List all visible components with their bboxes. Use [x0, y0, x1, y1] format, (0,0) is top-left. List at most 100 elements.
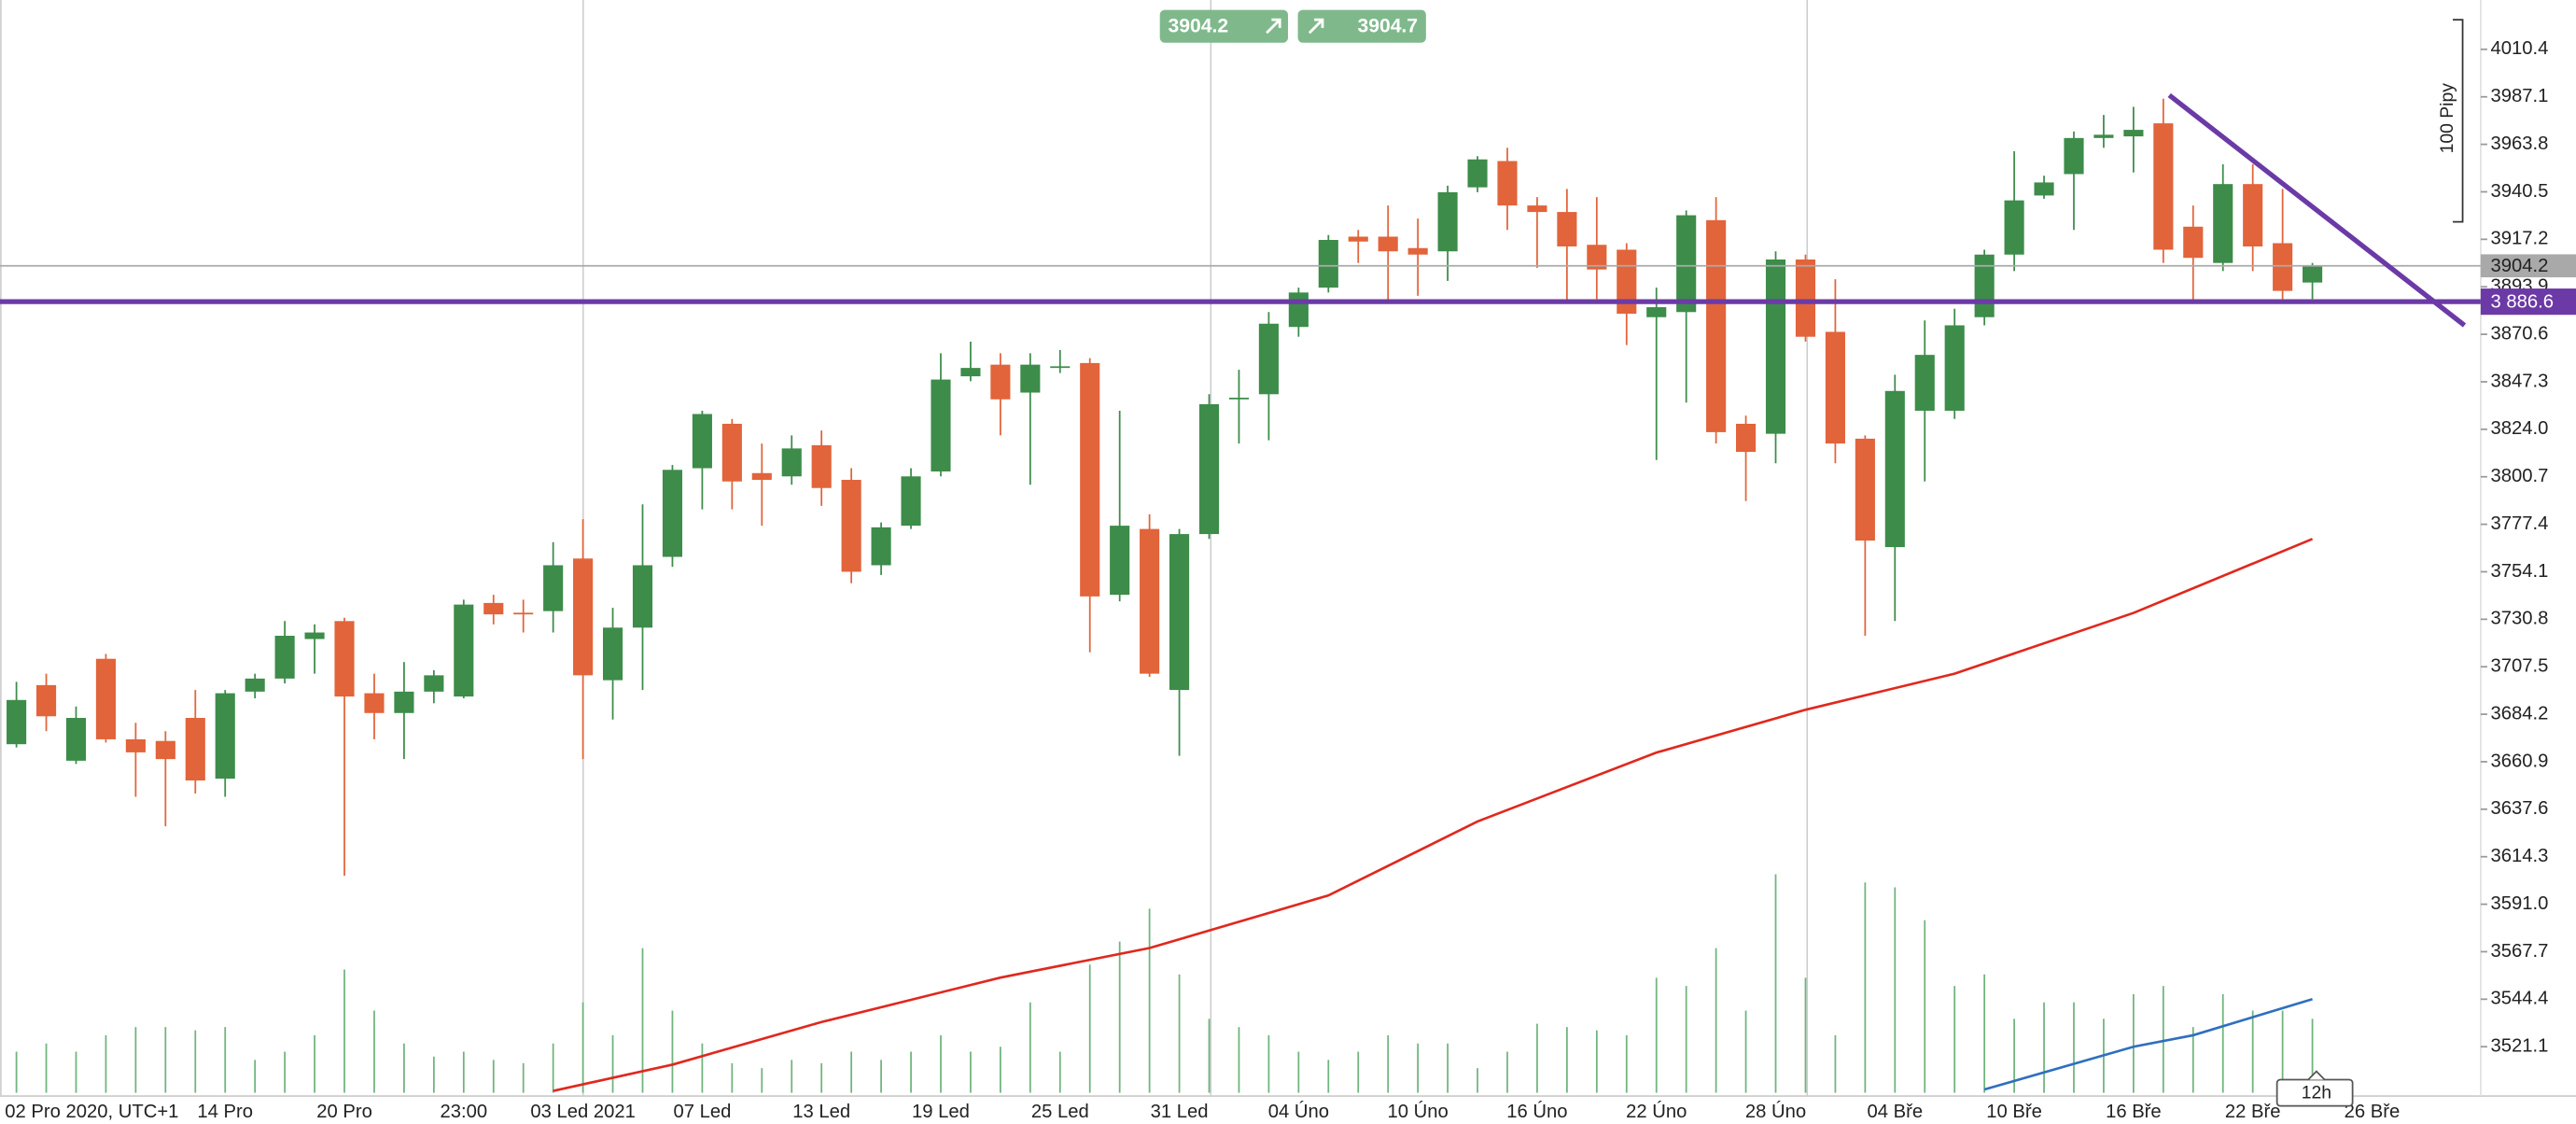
candle-body — [2243, 184, 2263, 246]
x-tick-label: 04 Bře — [1867, 1102, 1923, 1122]
candle-body — [454, 604, 474, 697]
candle-body — [1765, 259, 1786, 434]
candle-body — [1198, 403, 1220, 535]
y-tick-label: 3847.3 — [2490, 371, 2548, 391]
candle-body — [1318, 239, 1338, 288]
buy-button[interactable]: 3904.7 — [1297, 9, 1426, 43]
y-tick-label: 3730.8 — [2490, 609, 2548, 629]
range-label: 100 Pipy — [2437, 83, 2457, 154]
candle-body — [2183, 226, 2204, 259]
buy-button-bg[interactable] — [1297, 9, 1426, 43]
candle-body — [931, 379, 951, 472]
x-tick-label: 26 Bře — [2345, 1102, 2401, 1122]
sell-price[interactable]: 3904.2 — [1169, 16, 1229, 37]
candle-body — [1646, 307, 1667, 317]
candle-body — [781, 448, 802, 477]
sell-arrow-icon[interactable] — [1266, 18, 1281, 35]
candle-body — [692, 414, 712, 469]
candle-body — [274, 636, 295, 679]
candle-body — [2093, 134, 2114, 138]
y-tick-label: 3824.0 — [2490, 418, 2548, 439]
x-tick-label: 22 Bře — [2225, 1102, 2281, 1122]
candle-body — [543, 565, 564, 611]
timeframe-tag[interactable]: 12h — [2275, 1070, 2354, 1107]
x-tick-label: 13 Led — [792, 1102, 850, 1122]
y-tick-label: 3544.4 — [2490, 989, 2548, 1009]
sell-button[interactable]: 3904.2 — [1159, 9, 1288, 43]
y-tick-label: 4010.4 — [2490, 38, 2548, 59]
candle-body — [573, 558, 594, 676]
candle-body — [1676, 215, 1697, 313]
candle-body — [1228, 397, 1250, 400]
last-price-label: 3904.2 — [2490, 256, 2548, 276]
plot: 4010.43987.13963.83940.53917.23893.93870… — [0, 38, 2576, 1122]
candle-body — [1378, 236, 1398, 252]
timeframe-label[interactable]: 12h — [2302, 1083, 2331, 1103]
y-tick-label: 3707.5 — [2490, 656, 2548, 677]
y-tick-label: 3963.8 — [2490, 133, 2548, 154]
candle-body — [1467, 159, 1488, 188]
x-tick-label: 16 Úno — [1506, 1101, 1567, 1122]
candle-body — [1140, 528, 1160, 674]
candle-body — [65, 718, 87, 761]
candle-body — [1407, 247, 1428, 255]
x-tick-label: 25 Led — [1031, 1102, 1089, 1122]
last-price-box — [2480, 254, 2576, 278]
candle-body — [662, 470, 683, 557]
x-tick-label: 28 Úno — [1745, 1101, 1806, 1122]
candle-body — [602, 627, 623, 681]
x-tick-label: 04 Úno — [1268, 1101, 1329, 1122]
y-tick-label: 3754.1 — [2490, 561, 2548, 582]
y-tick-label: 3684.2 — [2490, 703, 2548, 724]
candle-body — [1020, 364, 1041, 393]
candle-body — [632, 565, 653, 628]
buy-price[interactable]: 3904.7 — [1357, 16, 1418, 37]
candle-body — [1736, 423, 1757, 453]
candle-body — [35, 684, 57, 717]
sell-button-bg[interactable] — [1159, 9, 1288, 43]
x-tick-label: 10 Úno — [1388, 1101, 1449, 1122]
candle-body — [1587, 245, 1607, 270]
candle-body — [2213, 184, 2233, 263]
moving-average-line — [553, 538, 2314, 1092]
trend-line — [2167, 92, 2467, 328]
y-tick-label: 3660.9 — [2490, 751, 2548, 771]
candle-body — [215, 693, 235, 780]
x-tick-label: 23:00 — [440, 1102, 487, 1122]
candle-body — [1855, 438, 1875, 541]
candle-body — [721, 423, 742, 482]
volume-average-line — [1983, 997, 2313, 1091]
candle-body — [811, 444, 832, 488]
y-tick-label: 3870.6 — [2490, 323, 2548, 344]
candle-body — [1974, 254, 1995, 317]
candle-body — [155, 740, 175, 760]
y-tick-label: 3940.5 — [2490, 181, 2548, 202]
candle-body — [424, 675, 444, 692]
candle-body — [1884, 390, 1905, 548]
buy-arrow-icon[interactable] — [1308, 18, 1324, 35]
level-box — [2480, 288, 2576, 316]
y-tick-label: 3800.7 — [2490, 466, 2548, 486]
x-tick-label: 07 Led — [673, 1102, 731, 1122]
candle-body — [2273, 243, 2293, 291]
x-tick-label: 10 Bře — [1986, 1102, 2042, 1122]
candle-body — [1080, 362, 1100, 597]
candle-body — [960, 368, 981, 377]
timeframe-notch[interactable] — [2307, 1070, 2326, 1081]
candle-body — [1110, 526, 1130, 596]
y-tick-label: 3917.2 — [2490, 229, 2548, 249]
candle-body — [1557, 212, 1577, 246]
candle-body — [334, 621, 355, 697]
candle-body — [2153, 123, 2174, 250]
candle-body — [2123, 130, 2144, 137]
candle-body — [751, 472, 772, 480]
candle-body — [1050, 366, 1071, 369]
x-tick-label: 02 Pro 2020, UTC+1 — [5, 1102, 178, 1122]
x-tick-label: 19 Led — [912, 1102, 970, 1122]
candle-body — [2064, 137, 2084, 175]
candle-body — [901, 476, 921, 527]
candle-body — [95, 658, 117, 739]
y-tick-label: 3567.7 — [2490, 941, 2548, 962]
candle-body — [2004, 200, 2024, 255]
